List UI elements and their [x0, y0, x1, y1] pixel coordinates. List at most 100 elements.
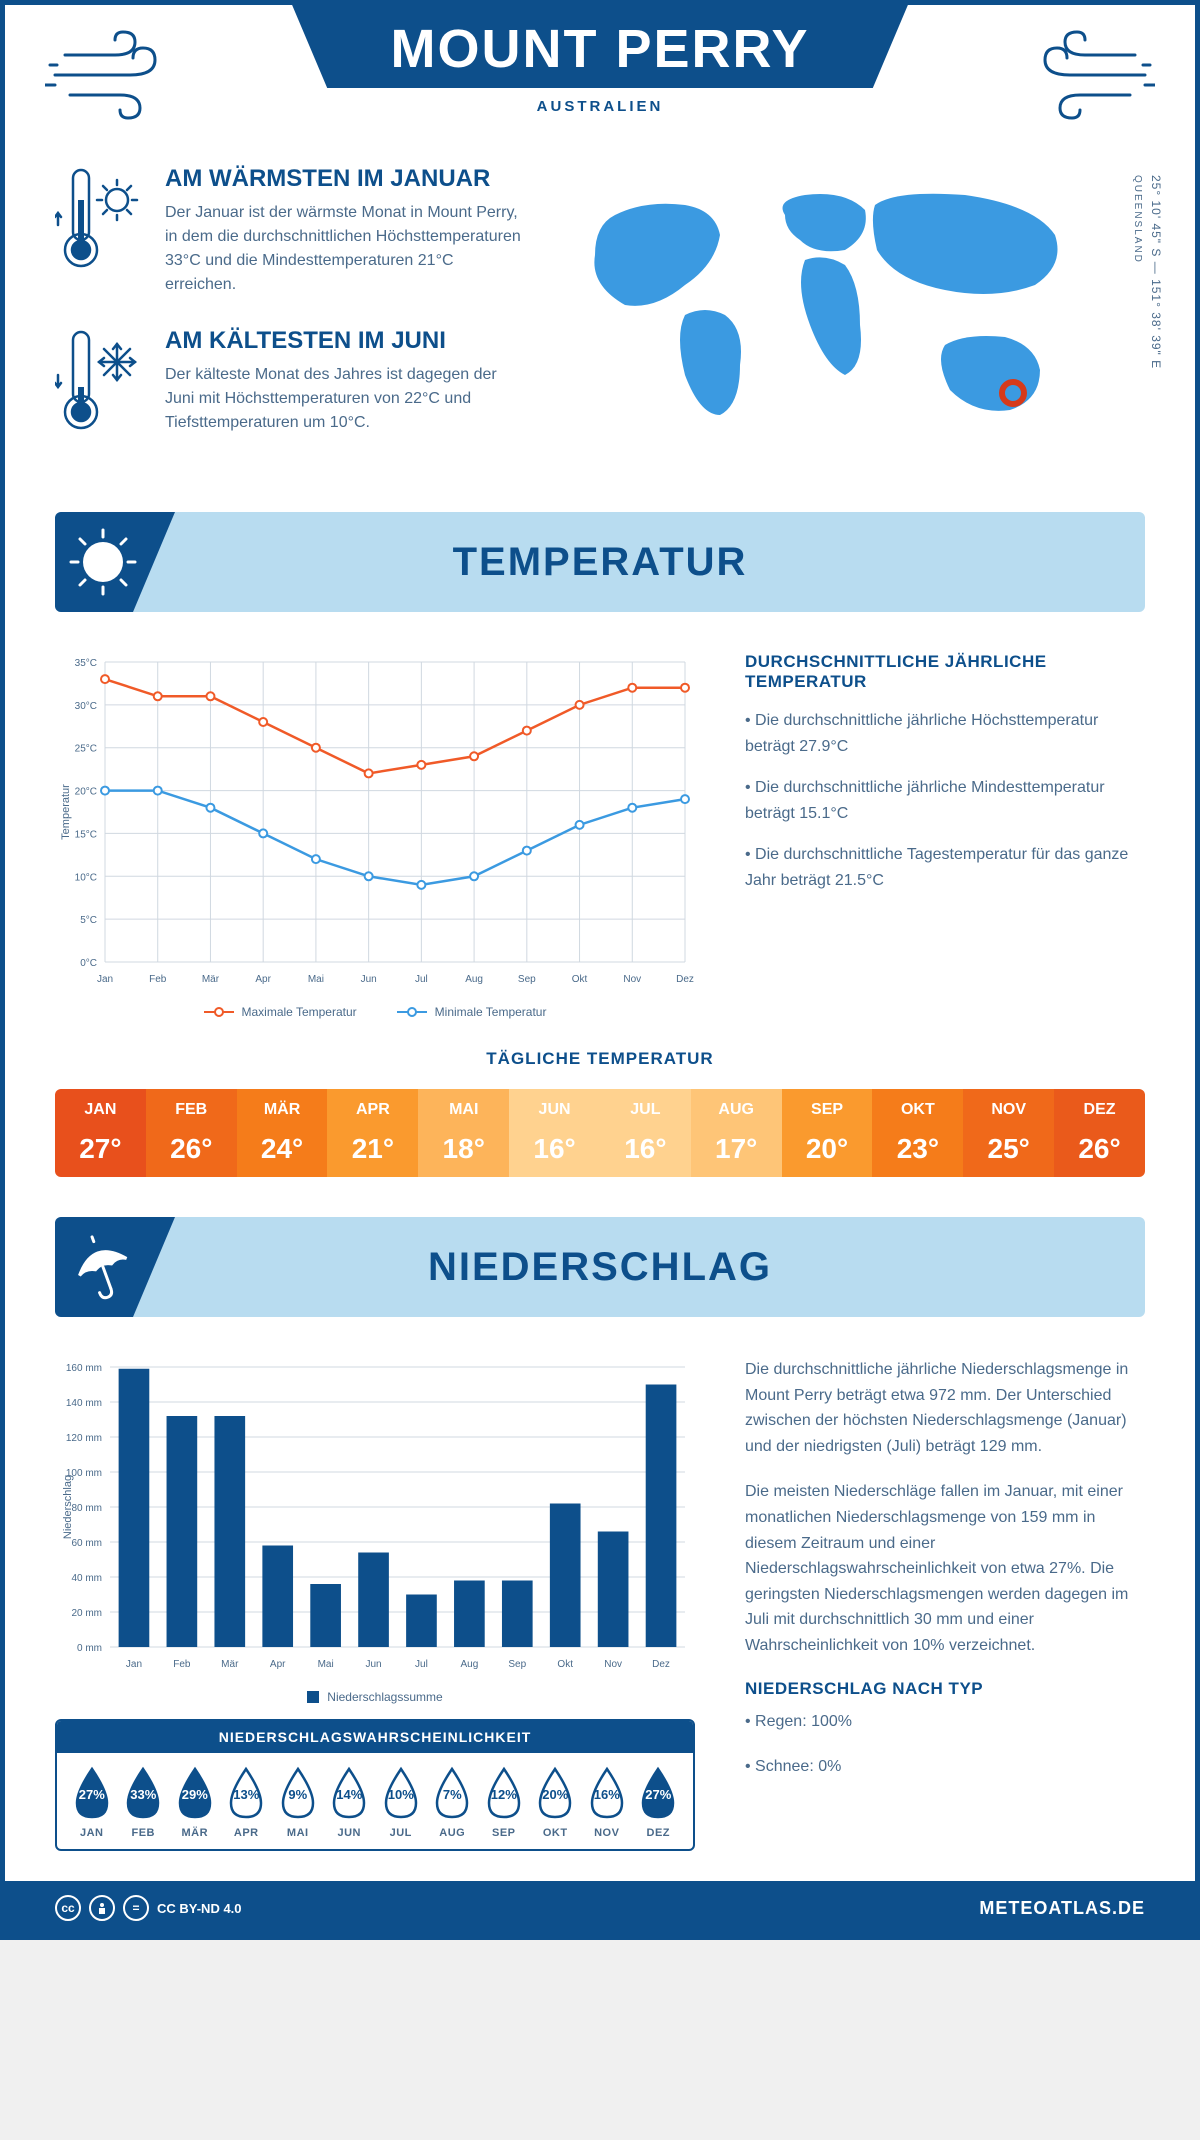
warmest-block: AM WÄRMSTEN IM JANUAR Der Januar ist der… [55, 165, 525, 297]
svg-text:5°C: 5°C [80, 915, 97, 926]
svg-text:Sep: Sep [518, 974, 536, 985]
svg-text:120 mm: 120 mm [66, 1433, 102, 1444]
precip-para: Die meisten Niederschläge fallen im Janu… [745, 1479, 1145, 1658]
temp-cell: AUG17° [691, 1089, 782, 1177]
world-map-icon [565, 165, 1105, 445]
section-title: NIEDERSCHLAG [428, 1245, 772, 1290]
umbrella-icon [55, 1217, 175, 1317]
precipitation-left: 0 mm20 mm40 mm60 mm80 mm100 mm120 mm140 … [55, 1357, 695, 1851]
probability-title: NIEDERSCHLAGSWAHRSCHEINLICHKEIT [57, 1721, 693, 1753]
page-title: MOUNT PERRY [290, 18, 910, 80]
svg-text:160 mm: 160 mm [66, 1363, 102, 1374]
temp-bullet: • Die durchschnittliche jährliche Mindes… [745, 775, 1145, 826]
precip-type-title: NIEDERSCHLAG NACH TYP [745, 1679, 1145, 1699]
footer-license: cc = CC BY-ND 4.0 [55, 1895, 242, 1921]
svg-text:Jul: Jul [415, 974, 428, 985]
temp-cell: JUN16° [509, 1089, 600, 1177]
svg-text:Dez: Dez [652, 1659, 670, 1670]
temperature-info: DURCHSCHNITTLICHE JÄHRLICHE TEMPERATUR •… [745, 652, 1145, 1019]
temp-cell: MÄR24° [237, 1089, 328, 1177]
chart-legend: .legend-item:nth-child(1) .legend-line::… [55, 1005, 695, 1019]
header: MOUNT PERRY AUSTRALIEN [5, 5, 1195, 135]
svg-text:Jun: Jun [361, 974, 377, 985]
title-banner: MOUNT PERRY [290, 0, 910, 88]
temp-cell: SEP20° [782, 1089, 873, 1177]
thermometer-hot-icon [55, 165, 145, 297]
wind-icon [1025, 30, 1155, 125]
svg-text:Mär: Mär [202, 974, 220, 985]
svg-text:Temperatur: Temperatur [60, 784, 72, 840]
svg-text:15°C: 15°C [75, 829, 97, 840]
temp-cell: JUL16° [600, 1089, 691, 1177]
svg-text:Mär: Mär [221, 1659, 239, 1670]
coldest-title: AM KÄLTESTEN IM JUNI [165, 327, 525, 355]
svg-text:Jan: Jan [126, 1659, 142, 1670]
drop-item: 27% JAN [67, 1765, 117, 1839]
daily-temp-title: TÄGLICHE TEMPERATUR [55, 1049, 1145, 1069]
svg-text:10°C: 10°C [75, 872, 97, 883]
sun-icon [55, 512, 175, 612]
info-section: AM WÄRMSTEN IM JANUAR Der Januar ist der… [5, 135, 1195, 512]
temp-info-title: DURCHSCHNITTLICHE JÄHRLICHE TEMPERATUR [745, 652, 1145, 692]
precip-type: • Schnee: 0% [745, 1754, 1145, 1780]
coldest-block: AM KÄLTESTEN IM JUNI Der kälteste Monat … [55, 327, 525, 442]
svg-text:0 mm: 0 mm [77, 1643, 102, 1654]
drop-item: 7% AUG [428, 1765, 478, 1839]
drop-item: 10% JUL [376, 1765, 426, 1839]
svg-text:Nov: Nov [623, 974, 641, 985]
drop-item: 14% JUN [325, 1765, 375, 1839]
nd-icon: = [123, 1895, 149, 1921]
svg-text:Mai: Mai [318, 1659, 334, 1670]
precipitation-info: Die durchschnittliche jährliche Niedersc… [745, 1357, 1145, 1851]
svg-text:0°C: 0°C [80, 958, 97, 969]
page: MOUNT PERRY AUSTRALIEN [0, 0, 1200, 1940]
precipitation-content: 0 mm20 mm40 mm60 mm80 mm100 mm120 mm140 … [5, 1317, 1195, 1881]
license-text: CC BY-ND 4.0 [157, 1901, 242, 1916]
footer-site: METEOATLAS.DE [979, 1898, 1145, 1919]
svg-text:Jan: Jan [97, 974, 113, 985]
svg-text:Sep: Sep [508, 1659, 526, 1670]
probability-box: NIEDERSCHLAGSWAHRSCHEINLICHKEIT 27% JAN … [55, 1719, 695, 1851]
warmest-text: Der Januar ist der wärmste Monat in Moun… [165, 201, 525, 297]
temp-bullet: • Die durchschnittliche Tagestemperatur … [745, 842, 1145, 893]
svg-text:Aug: Aug [465, 974, 483, 985]
precip-type: • Regen: 100% [745, 1709, 1145, 1735]
svg-text:Mai: Mai [308, 974, 324, 985]
temp-cell: NOV25° [963, 1089, 1054, 1177]
chart-legend: Niederschlagssumme [55, 1690, 695, 1704]
precipitation-chart: 0 mm20 mm40 mm60 mm80 mm100 mm120 mm140 … [55, 1357, 695, 1677]
temperature-content: 0°C5°C10°C15°C20°C25°C30°C35°CJanFebMärA… [5, 612, 1195, 1049]
svg-text:20 mm: 20 mm [71, 1608, 102, 1619]
svg-text:Jul: Jul [415, 1659, 428, 1670]
drop-item: 33% FEB [119, 1765, 169, 1839]
thermometer-cold-icon [55, 327, 145, 442]
temp-cell: FEB26° [146, 1089, 237, 1177]
temp-cell: JAN27° [55, 1089, 146, 1177]
coords-label: 25° 10' 45" S — 151° 38' 39" E [1149, 175, 1163, 369]
section-title: TEMPERATUR [453, 540, 748, 585]
drop-item: 13% APR [222, 1765, 272, 1839]
temp-cell: OKT23° [872, 1089, 963, 1177]
info-left: AM WÄRMSTEN IM JANUAR Der Januar ist der… [55, 165, 525, 472]
svg-text:Jun: Jun [365, 1659, 381, 1670]
svg-text:Okt: Okt [572, 974, 588, 985]
svg-text:Nov: Nov [604, 1659, 622, 1670]
subtitle: AUSTRALIEN [55, 98, 1145, 115]
section-header-temperature: TEMPERATUR [55, 512, 1145, 612]
svg-text:140 mm: 140 mm [66, 1398, 102, 1409]
temp-cell: DEZ26° [1054, 1089, 1145, 1177]
drop-item: 16% NOV [582, 1765, 632, 1839]
svg-text:80 mm: 80 mm [71, 1503, 102, 1514]
svg-text:Feb: Feb [149, 974, 167, 985]
by-icon [89, 1895, 115, 1921]
precip-para: Die durchschnittliche jährliche Niedersc… [745, 1357, 1145, 1459]
drop-item: 27% DEZ [634, 1765, 684, 1839]
footer: cc = CC BY-ND 4.0 METEOATLAS.DE [5, 1881, 1195, 1935]
svg-text:Apr: Apr [270, 1659, 286, 1670]
svg-text:40 mm: 40 mm [71, 1573, 102, 1584]
region-label: QUEENSLAND [1132, 175, 1143, 264]
temperature-chart: 0°C5°C10°C15°C20°C25°C30°C35°CJanFebMärA… [55, 652, 695, 1019]
svg-text:30°C: 30°C [75, 701, 97, 712]
daily-temp-table: JAN27° FEB26° MÄR24° APR21° MAI18° JUN16… [55, 1089, 1145, 1177]
temp-cell: APR21° [327, 1089, 418, 1177]
